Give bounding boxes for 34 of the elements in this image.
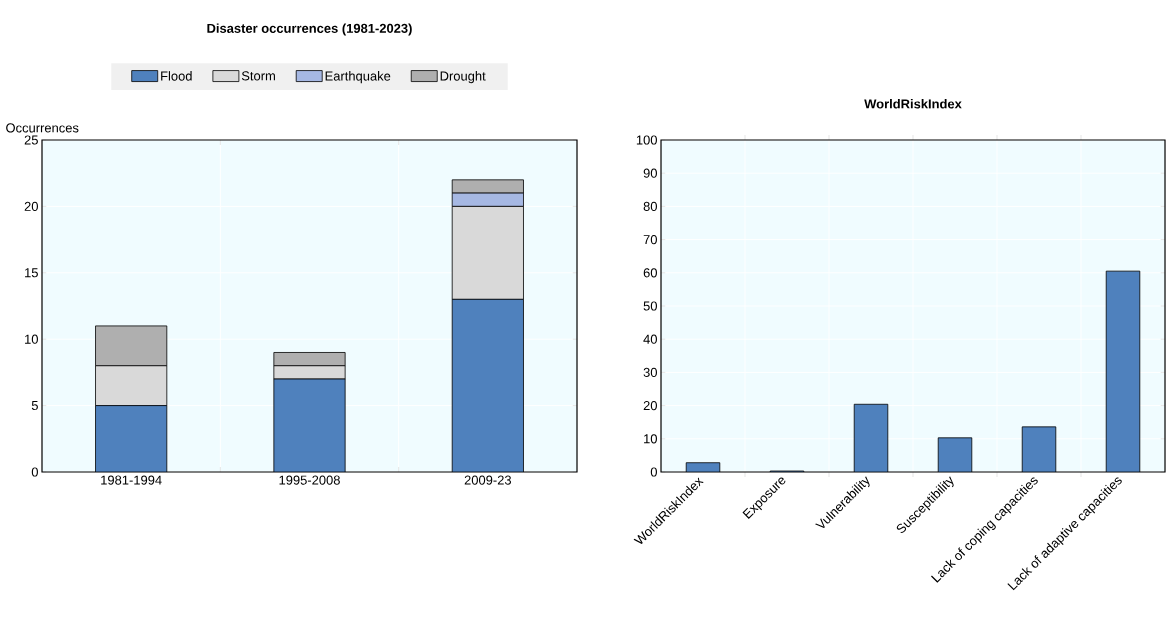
- y-tick-label: 60: [643, 268, 657, 278]
- chart-title: Disaster occurrences (1981-2023): [207, 23, 412, 36]
- bar: [451, 298, 524, 472]
- y-axis-title: Occurrences: [6, 123, 79, 133]
- y-tick-label: 40: [643, 334, 657, 344]
- y-tick-label: 50: [643, 301, 657, 311]
- x-tick-label: 1981-1994: [101, 475, 162, 485]
- legend-label: Earthquake: [325, 71, 391, 84]
- y-tick-label: 70: [643, 235, 657, 245]
- y-tick-label: 90: [643, 168, 657, 178]
- legend-label: Drought: [440, 71, 486, 84]
- y-tick-label: 10: [25, 334, 38, 344]
- y-tick-label: 0: [650, 467, 657, 477]
- bar: [937, 437, 973, 472]
- y-tick-label: 10: [644, 434, 657, 444]
- chart-title: WorldRiskIndex: [864, 98, 962, 109]
- y-tick-label: 20: [643, 401, 657, 411]
- bar: [1021, 426, 1057, 472]
- y-tick-label: 15: [25, 268, 38, 278]
- legend-label: Flood: [161, 71, 192, 81]
- legend-label: Storm: [241, 71, 275, 81]
- y-tick-label: 80: [643, 201, 657, 211]
- y-tick-label: 5: [31, 401, 38, 411]
- y-tick-label: 20: [24, 201, 38, 211]
- y-tick-label: 0: [31, 467, 38, 477]
- bar: [273, 378, 346, 472]
- x-tick-label: 2009-23: [464, 475, 512, 485]
- y-tick-label: 100: [636, 135, 657, 145]
- bar: [1105, 270, 1141, 472]
- bar: [95, 405, 168, 472]
- y-tick-label: 30: [643, 367, 657, 377]
- x-tick-label: 1995-2008: [279, 475, 340, 485]
- y-tick-label: 25: [24, 135, 38, 145]
- bar: [853, 403, 889, 472]
